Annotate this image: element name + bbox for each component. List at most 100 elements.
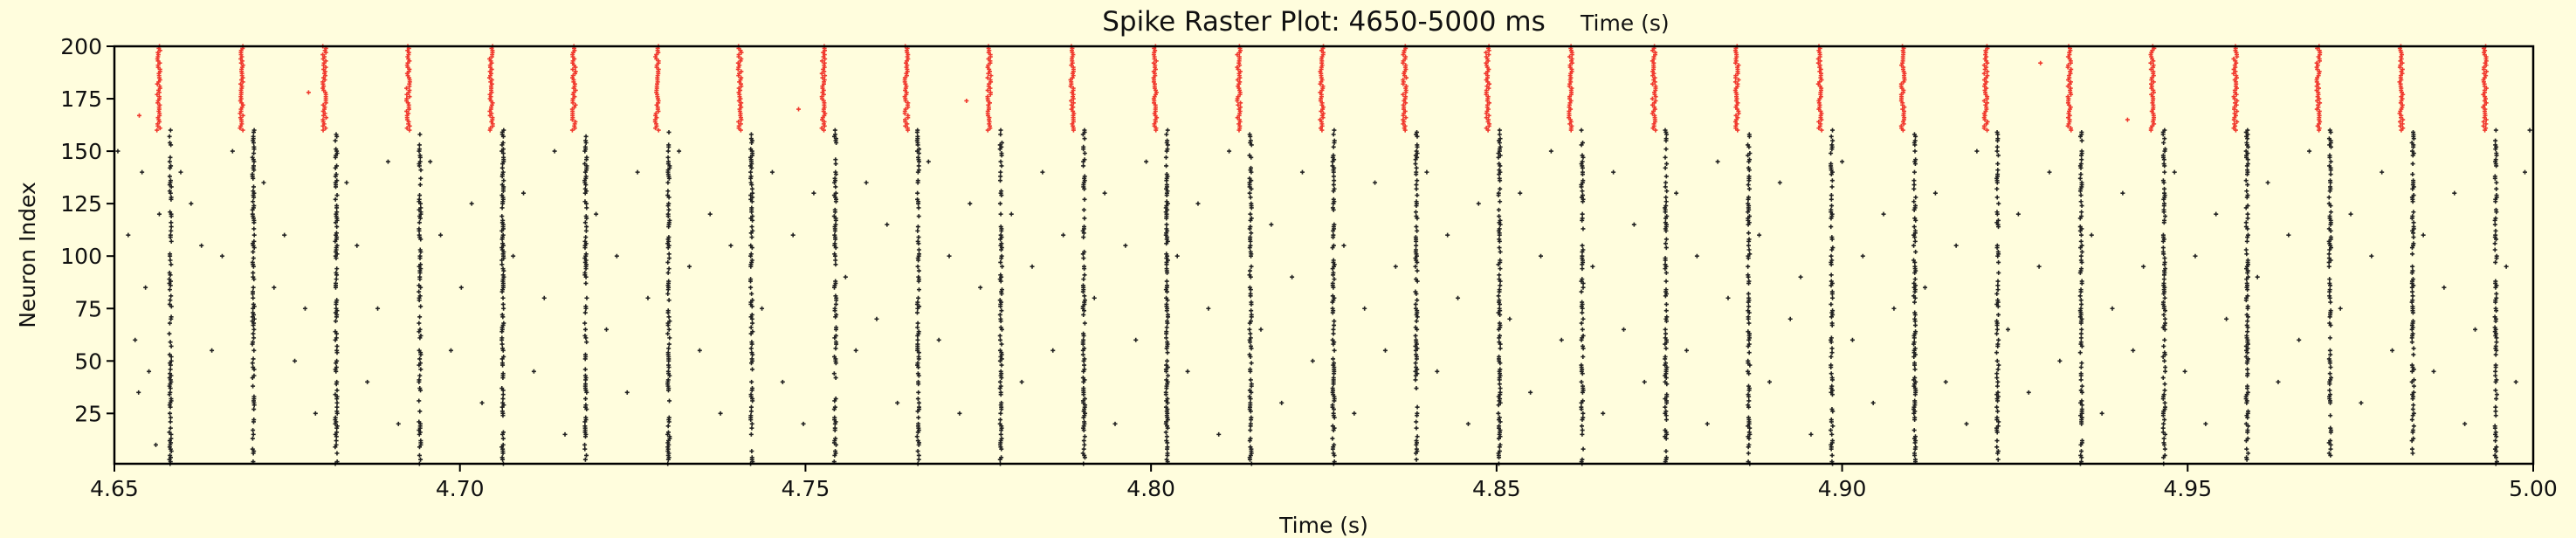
excitatory-burst-spike [915,228,920,233]
excitatory-burst-spike [334,270,339,275]
inhibitory-burst-spike [1403,54,1409,59]
inhibitory-burst-spike [985,75,990,80]
excitatory-burst-spike [915,371,920,376]
excitatory-burst-spike [333,415,338,420]
inhibitory-burst-spike [1981,98,1987,103]
excitatory-burst-spike [1164,279,1169,284]
excitatory-burst-spike [500,232,506,238]
excitatory-burst-spike [1164,252,1169,257]
excitatory-burst-spike [833,222,838,227]
excitatory-burst-spike [499,165,505,170]
excitatory-burst-spike [1330,436,1335,441]
excitatory-burst-spike [499,262,505,267]
excitatory-burst-spike [169,163,174,169]
excitatory-burst-spike [1248,377,1253,383]
inhibitory-burst-spike [985,87,990,93]
excitatory-burst-spike [499,183,505,188]
excitatory-burst-spike [916,274,921,279]
excitatory-burst-spike [749,235,754,240]
excitatory-burst-spike [334,163,340,169]
excitatory-burst-spike [833,340,838,345]
excitatory-burst-spike [1081,386,1086,391]
inhibitory-burst-spike [1985,128,1990,133]
excitatory-burst-spike [1164,266,1169,272]
inhibitory-burst-spike [2232,111,2237,116]
excitatory-burst-spike [915,190,920,196]
inhibitory-burst-spike [569,128,575,133]
excitatory-burst-spike [917,252,922,257]
excitatory-burst-spike [500,147,506,152]
inhibitory-burst-spike [155,128,160,133]
excitatory-burst-spike [666,256,672,261]
y-tick-label: 125 [60,191,102,217]
excitatory-burst-spike [499,312,505,317]
excitatory-burst-spike [251,431,256,437]
inhibitory-burst-spike [819,71,824,76]
excitatory-burst-spike [1247,190,1252,196]
y-tick-label: 200 [60,34,102,59]
excitatory-burst-spike [417,183,423,188]
excitatory-burst-spike [169,358,174,363]
excitatory-burst-spike [998,174,1003,179]
excitatory-burst-spike [1165,319,1170,324]
excitatory-burst-spike [500,266,506,272]
excitatory-burst-spike [251,373,257,378]
excitatory-burst-spike [1082,346,1087,351]
excitatory-burst-spike [418,176,424,181]
excitatory-burst-spike [583,280,589,286]
excitatory-burst-spike [999,253,1004,259]
excitatory-burst-spike [169,397,174,402]
excitatory-burst-spike [582,424,588,429]
excitatory-burst-spike [251,310,256,315]
inhibitory-burst-spike [1985,73,1990,79]
excitatory-burst-spike [251,189,256,194]
excitatory-burst-spike [749,205,754,210]
excitatory-burst-spike [1249,165,1254,170]
excitatory-burst-spike [250,155,255,160]
excitatory-burst-spike [998,159,1003,164]
excitatory-burst-spike [749,258,754,263]
excitatory-burst-spike [334,358,340,363]
inhibitory-burst-spike [320,117,326,122]
inhibitory-burst-spike [1320,84,1326,89]
excitatory-burst-spike [251,144,257,149]
inhibitory-burst-spike [2148,60,2153,66]
excitatory-burst-spike [914,310,920,315]
excitatory-burst-spike [417,253,423,259]
excitatory-burst-spike [168,419,173,424]
inhibitory-burst-spike [2232,121,2237,127]
excitatory-burst-spike [916,415,921,420]
excitatory-burst-spike [418,168,424,173]
inhibitory-burst-spike [2151,63,2156,68]
excitatory-burst-spike [169,220,174,225]
excitatory-burst-spike [168,140,173,145]
excitatory-burst-spike [500,217,506,223]
inhibitory-burst-spike [240,113,245,118]
excitatory-burst-spike [417,314,423,320]
excitatory-burst-spike [665,193,671,198]
excitatory-burst-spike [916,287,921,293]
inhibitory-burst-spike [2397,119,2402,124]
inhibitory-burst-spike [1151,60,1156,66]
excitatory-burst-spike [998,211,1003,217]
excitatory-burst-spike [417,220,422,225]
excitatory-burst-spike [1082,367,1087,372]
excitatory-burst-spike [1247,394,1252,399]
inhibitory-burst-spike [2317,48,2322,53]
excitatory-burst-spike [833,376,838,381]
excitatory-burst-spike [251,348,257,353]
excitatory-burst-spike [1249,231,1254,236]
excitatory-burst-spike [997,348,1002,353]
excitatory-burst-spike [915,134,920,139]
excitatory-burst-spike [417,327,423,332]
excitatory-burst-spike [1081,277,1086,282]
excitatory-burst-spike [665,369,671,374]
excitatory-burst-spike [999,287,1004,293]
excitatory-burst-spike [915,197,920,202]
excitatory-burst-spike [1164,438,1169,444]
excitatory-burst-spike [334,280,339,286]
excitatory-burst-spike [748,252,754,257]
excitatory-burst-spike [334,203,340,209]
excitatory-burst-spike [1080,283,1085,288]
excitatory-burst-spike [833,258,838,263]
